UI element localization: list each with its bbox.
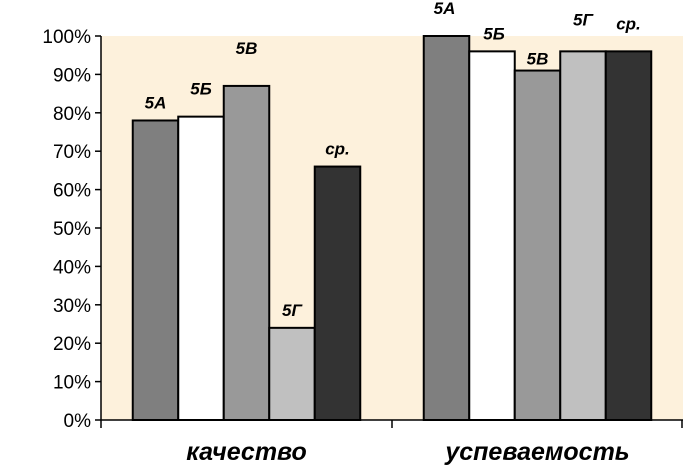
- y-axis: 0% 10% 20% 30% 40% 50% 60% 70% 80% 90% 100%: [42, 27, 102, 432]
- bar-5В-качество: [222, 84, 271, 421]
- data-label: 5А: [434, 0, 456, 18]
- y-tick-label: 10%: [53, 373, 91, 394]
- y-tick-label: 100%: [42, 27, 91, 48]
- x-axis: качество успеваемость: [100, 419, 683, 466]
- data-label: 5Г: [282, 301, 303, 320]
- y-tick-label: 80%: [53, 104, 91, 125]
- bars-group: [131, 35, 653, 422]
- data-label: 5В: [527, 50, 549, 69]
- data-label: ср.: [616, 14, 641, 33]
- y-tick-label: 20%: [53, 334, 91, 355]
- bar-5Б-успеваемость: [468, 50, 516, 422]
- bar-5Г-качество: [268, 326, 316, 421]
- y-tick-label: 40%: [53, 257, 91, 278]
- bar-ср.-успеваемость: [604, 50, 653, 422]
- data-labels-group: 5А 5А 5Б 5Б 5В 5В 5Г 5Г ср. ср.: [145, 0, 641, 320]
- y-tick-label: 30%: [53, 296, 91, 317]
- bar-5Б-качество: [177, 115, 225, 421]
- data-label: 5Г: [573, 10, 594, 29]
- y-tick-label: 0%: [64, 411, 92, 432]
- bar-5А-качество: [131, 119, 180, 421]
- bar-5А-успеваемость: [422, 35, 471, 421]
- data-label: 5А: [145, 93, 167, 112]
- data-label: 5Б: [483, 24, 505, 43]
- y-tick-label: 50%: [53, 219, 91, 240]
- data-label: 5Б: [190, 80, 212, 99]
- data-label: 5В: [236, 39, 258, 58]
- x-category-label: успеваемость: [443, 438, 629, 466]
- y-tick-label: 90%: [53, 65, 91, 86]
- y-tick-label: 70%: [53, 142, 91, 163]
- x-category-label: качество: [186, 438, 307, 466]
- bar-5В-успеваемость: [513, 69, 562, 421]
- y-tick-label: 60%: [53, 181, 91, 202]
- bar-5Г-успеваемость: [559, 50, 607, 422]
- data-label: ср.: [325, 140, 350, 159]
- bar-ср.-качество: [313, 165, 362, 421]
